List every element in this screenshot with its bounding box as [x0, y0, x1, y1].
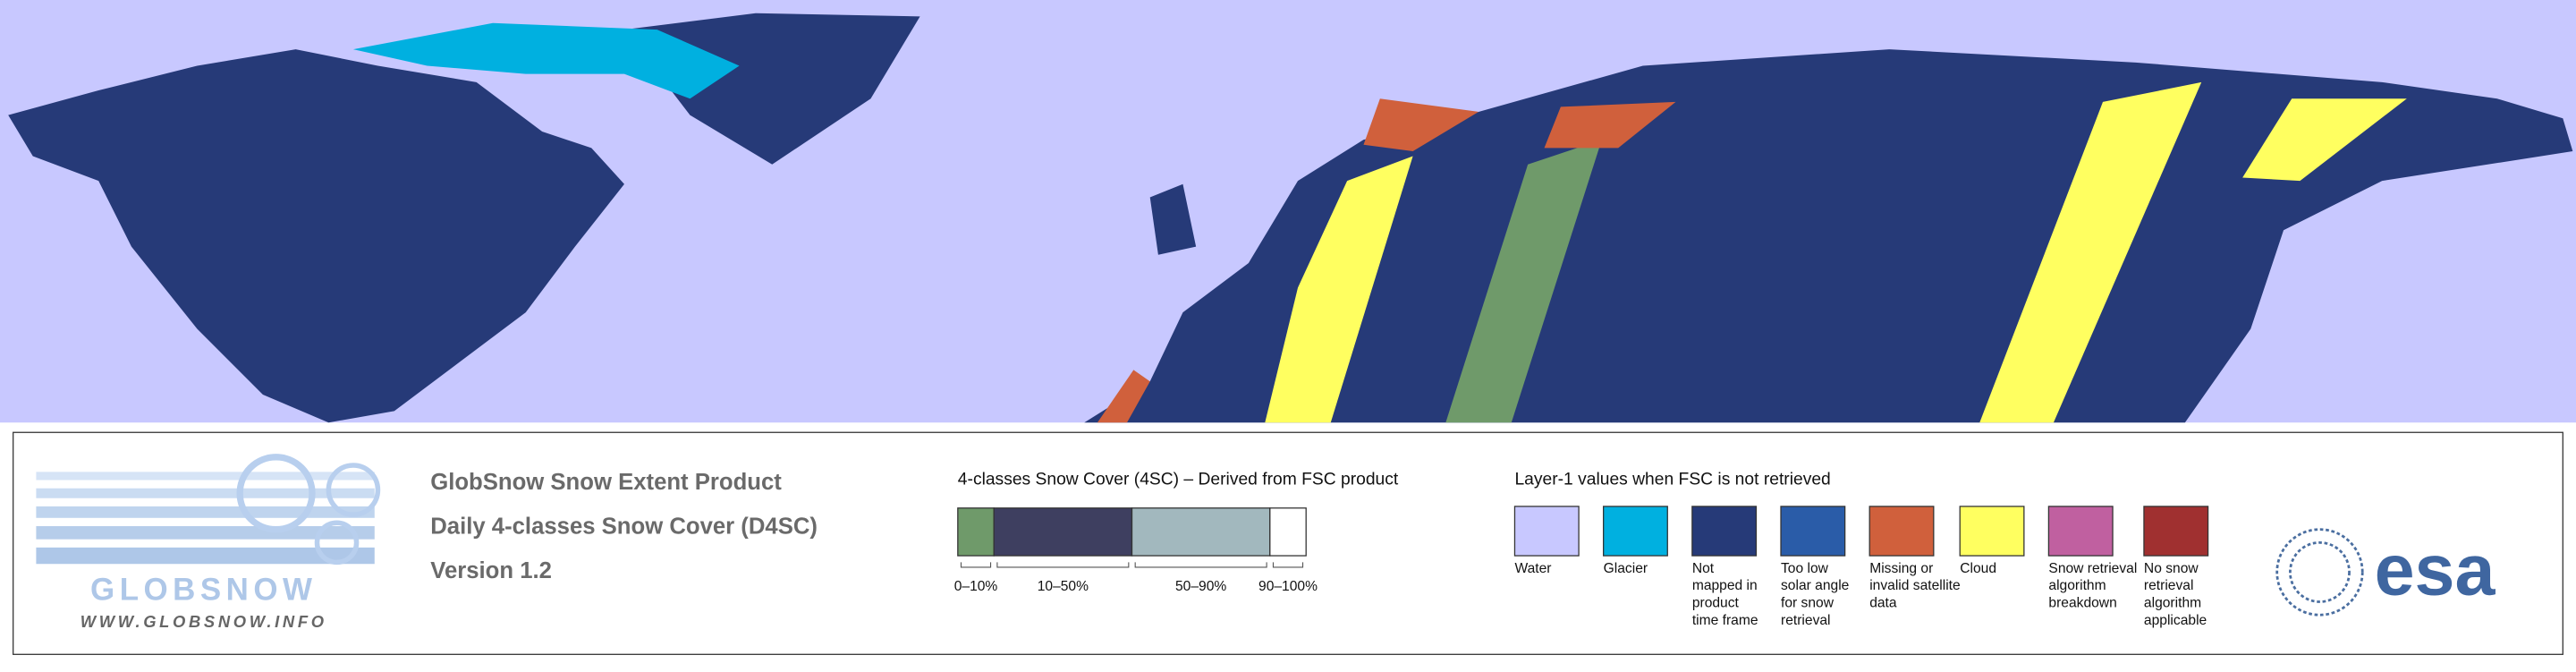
eurasia	[1084, 49, 2573, 423]
layer1-swatch	[1603, 506, 1668, 557]
logo-stripe	[36, 488, 375, 498]
layer1-swatch	[2143, 506, 2209, 557]
snow-class-swatch	[1131, 507, 1271, 557]
layer1-swatch	[1868, 506, 1935, 557]
layer1-swatch	[1691, 506, 1758, 557]
product-subtitle: Daily 4-classes Snow Cover (D4SC)	[430, 515, 818, 540]
esa-logo: esa	[2275, 528, 2496, 617]
logo-url: WWW.GLOBSNOW.INFO	[80, 612, 327, 631]
logo-stripe	[36, 506, 375, 518]
logo-snowflake	[314, 520, 360, 566]
layer1-label: breakdown	[2048, 595, 2116, 610]
layer1-label: Glacier	[1604, 561, 1648, 576]
glacier-arctic	[352, 22, 740, 99]
layer1-label: time frame	[1692, 613, 1758, 628]
layer1-label: Water	[1514, 561, 1551, 576]
cloud-swath-3	[1979, 81, 2202, 423]
layer1-label: Snow retrieval	[2048, 561, 2137, 576]
snow-class-swatch	[993, 507, 1133, 557]
layer1-label: Cloud	[1960, 561, 1996, 576]
product-version: Version 1.2	[430, 558, 552, 583]
esa-wordmark: esa	[2375, 530, 2496, 610]
map	[0, 0, 2576, 423]
layer1-label: solar angle	[1781, 578, 1849, 593]
snow-class-label: 10–50%	[1038, 579, 1089, 594]
layer1-swatch	[1513, 506, 1580, 557]
esa-emblem	[2289, 540, 2351, 603]
class-bracket	[1272, 562, 1304, 568]
cloud-swath-4	[2242, 98, 2407, 182]
logo-stripe	[36, 472, 375, 481]
esa-emblem	[2275, 528, 2364, 617]
class-bracket	[996, 562, 1130, 568]
snow-swath-2	[1445, 140, 1602, 423]
layer1-swatch	[1780, 506, 1846, 557]
missing-data-2	[1544, 101, 1676, 149]
missing-data-3	[1097, 370, 1150, 423]
layer1-label: invalid satellite	[1869, 578, 1960, 593]
layer1-label: Missing or	[1869, 561, 1933, 576]
logo-name: GLOBSNOW	[90, 573, 317, 608]
layer1-label: Not	[1692, 561, 1715, 576]
snow-class-swatch	[957, 507, 995, 557]
layer1-label: No snow	[2144, 561, 2199, 576]
layer1-swatch	[1959, 506, 2025, 557]
layer1-legend-title: Layer-1 values when FSC is not retrieved	[1514, 471, 1830, 489]
layer1-label: data	[1869, 595, 1897, 610]
layer1-label: mapped in	[1692, 578, 1758, 593]
logo-snowflake	[326, 463, 381, 517]
class-bracket	[960, 562, 992, 568]
missing-data-1	[1363, 98, 1479, 152]
snow-class-swatch	[1269, 507, 1307, 557]
cloud-swath-1	[1265, 156, 1413, 423]
class-bracket	[1134, 562, 1267, 568]
logo-snowflake	[236, 454, 316, 533]
north-america	[8, 49, 624, 423]
layer1-label: Too low	[1781, 561, 1829, 576]
layer1-label: for snow	[1781, 595, 1835, 610]
layer1-label: algorithm	[2144, 595, 2201, 610]
snow-class-label: 90–100%	[1258, 579, 1318, 594]
uk	[1149, 183, 1197, 255]
layer1-label: algorithm	[2048, 578, 2106, 593]
layer1-label: retrieval	[2144, 578, 2194, 593]
layer1-label: applicable	[2144, 613, 2207, 628]
product-title: GlobSnow Snow Extent Product	[430, 470, 782, 495]
snow-class-label: 50–90%	[1175, 579, 1226, 594]
globsnow-logo: GLOBSNOW WWW.GLOBSNOW.INFO	[36, 454, 381, 631]
snow-cover-legend-title: 4-classes Snow Cover (4SC) – Derived fro…	[958, 471, 1399, 489]
logo-stripe	[36, 547, 375, 565]
snow-class-label: 0–10%	[954, 579, 998, 594]
layer1-label: retrieval	[1781, 613, 1831, 628]
layer1-label: product	[1692, 595, 1740, 610]
layer1-swatch	[2047, 506, 2114, 557]
